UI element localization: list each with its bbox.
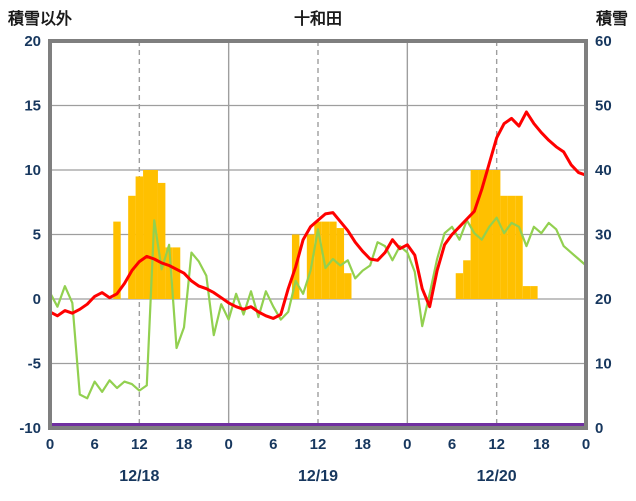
right-axis-tick-label: 20 — [595, 291, 612, 308]
orange-bars-bar — [530, 286, 538, 299]
x-axis-hour-label: 0 — [46, 436, 54, 453]
orange-bars-bar — [321, 221, 330, 299]
x-axis-hour-label: 12 — [488, 436, 505, 453]
x-axis-hour-label: 12 — [310, 436, 327, 453]
orange-bars-bar — [500, 195, 508, 299]
right-axis-tick-label: 40 — [595, 162, 612, 179]
left-axis-tick-label: 0 — [33, 291, 41, 308]
orange-bars-bar — [478, 170, 486, 299]
orange-bars-bar — [172, 247, 181, 299]
left-axis-tick-label: -5 — [28, 356, 41, 373]
orange-bars-bar — [336, 228, 345, 299]
x-axis-hour-label: 0 — [403, 436, 411, 453]
red-line — [48, 110, 588, 320]
x-axis-date-label: 12/18 — [119, 468, 159, 485]
orange-bars-bar — [492, 170, 501, 299]
green-line — [48, 216, 588, 400]
orange-bars-bar — [135, 176, 144, 299]
right-axis-tick-label: 10 — [595, 356, 612, 373]
orange-bars-bar — [463, 260, 471, 299]
orange-bars-bar — [143, 170, 151, 299]
orange-bars-bar — [515, 195, 523, 299]
x-axis-hour-label: 6 — [269, 436, 277, 453]
orange-bars-bar — [522, 286, 531, 299]
orange-bars-bar — [507, 195, 516, 299]
x-axis-date-label: 12/19 — [298, 468, 338, 485]
x-axis-hour-label: 18 — [354, 436, 371, 453]
right-axis-tick-label: 30 — [595, 227, 612, 244]
left-axis-tick-label: 15 — [24, 98, 41, 115]
x-axis-hour-label: 18 — [533, 436, 550, 453]
x-axis-hour-label: 6 — [90, 436, 98, 453]
x-axis-date-label: 12/20 — [477, 468, 517, 485]
chart-header: 積雪以外 十和田 積雪 — [0, 5, 636, 29]
right-axis-tick-label: 50 — [595, 98, 612, 115]
orange-bars-bar — [485, 170, 493, 299]
right-axis-tick-label: 0 — [595, 420, 603, 437]
orange-bars-bar — [314, 221, 322, 299]
x-axis-hour-label: 6 — [448, 436, 456, 453]
left-axis-tick-label: 10 — [24, 162, 41, 179]
orange-bars-bar — [113, 221, 121, 299]
chart-title: 十和田 — [293, 11, 343, 28]
left-axis-title: 積雪以外 — [8, 11, 73, 28]
orange-bars-bar — [165, 247, 173, 299]
orange-bars-bar — [128, 195, 136, 299]
orange-bars-bar — [344, 273, 352, 299]
x-axis-hour-label: 18 — [176, 436, 193, 453]
left-axis-tick-label: 5 — [33, 227, 41, 244]
left-axis-tick-label: -10 — [19, 420, 41, 437]
orange-bars-bar — [455, 273, 464, 299]
orange-bars-bar — [157, 182, 166, 299]
x-axis-hour-label: 12 — [131, 436, 148, 453]
x-axis-hour-label: 0 — [582, 436, 590, 453]
right-axis-title: 積雪 — [595, 11, 628, 28]
plot-frame — [48, 39, 588, 430]
left-axis-tick-label: 20 — [24, 33, 41, 50]
right-axis-tick-label: 60 — [595, 33, 612, 50]
x-axis-hour-label: 0 — [224, 436, 232, 453]
